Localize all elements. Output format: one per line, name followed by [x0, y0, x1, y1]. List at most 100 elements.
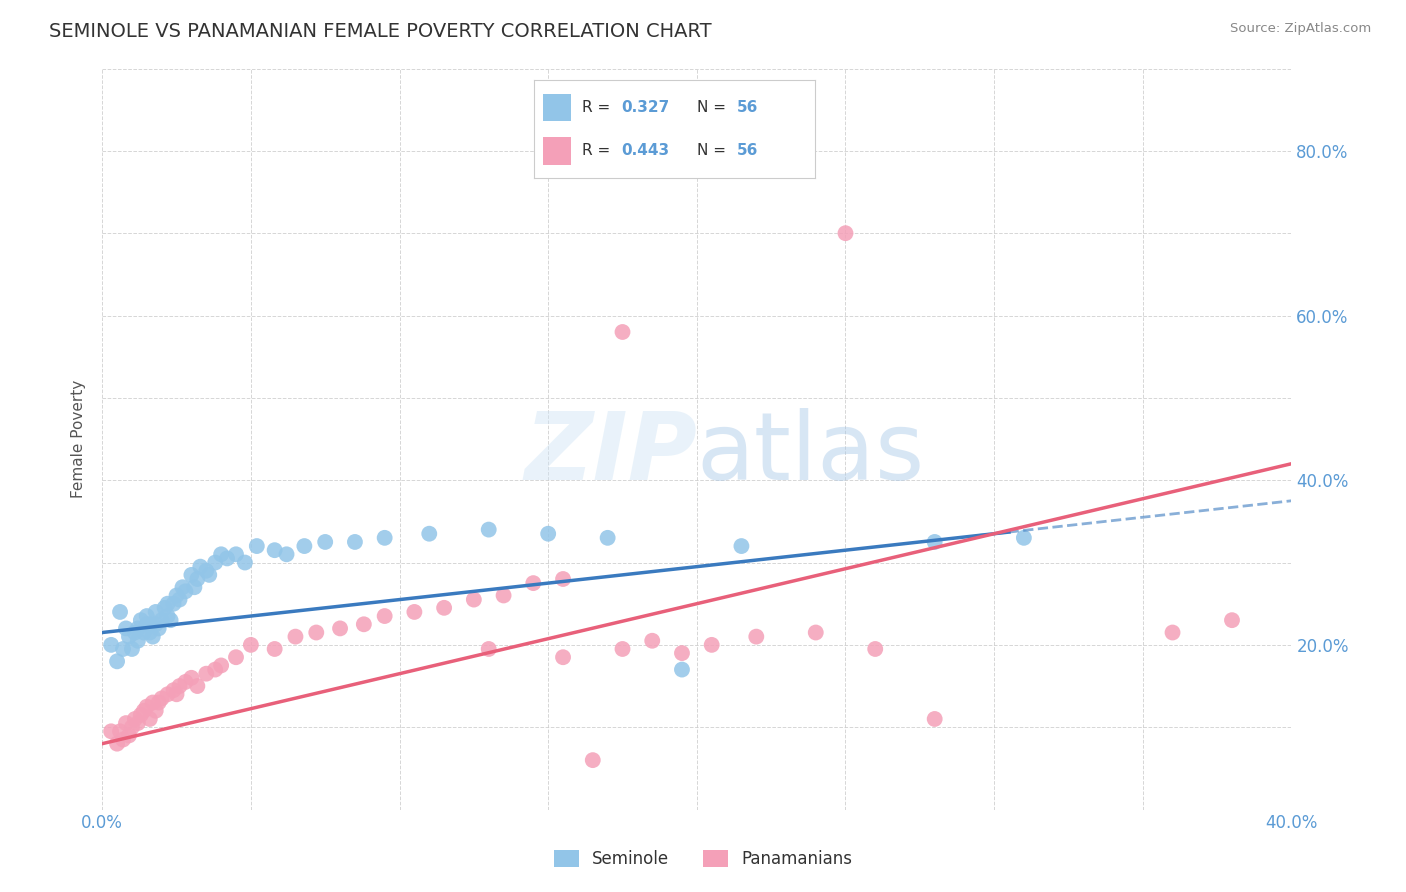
Point — [111, 642, 134, 657]
Point — [127, 716, 149, 731]
Point — [343, 535, 366, 549]
Point — [551, 650, 574, 665]
Point — [172, 580, 194, 594]
Point — [156, 609, 179, 624]
Point — [463, 592, 485, 607]
Point — [127, 621, 149, 635]
FancyBboxPatch shape — [543, 94, 571, 121]
Text: R =: R = — [582, 144, 616, 159]
Point — [263, 543, 285, 558]
Point — [162, 683, 184, 698]
Point — [284, 630, 307, 644]
Point — [404, 605, 426, 619]
Point — [100, 724, 122, 739]
Point — [108, 724, 131, 739]
Text: N =: N = — [697, 100, 731, 115]
Point — [582, 753, 605, 767]
Point — [129, 613, 152, 627]
Point — [159, 613, 181, 627]
Point — [105, 654, 128, 668]
Point — [263, 642, 285, 657]
Point — [217, 551, 239, 566]
Point — [174, 674, 197, 689]
Text: 56: 56 — [737, 100, 758, 115]
Point — [115, 621, 138, 635]
Point — [108, 605, 131, 619]
Point — [135, 699, 157, 714]
Point — [671, 646, 693, 660]
Point — [671, 663, 693, 677]
Point — [225, 650, 247, 665]
Point — [129, 707, 152, 722]
Point — [612, 642, 634, 657]
Point — [863, 642, 886, 657]
Point — [115, 716, 138, 731]
Point — [700, 638, 723, 652]
Point — [198, 567, 221, 582]
Text: 0.327: 0.327 — [621, 100, 669, 115]
Point — [166, 589, 188, 603]
Point — [139, 712, 162, 726]
Text: R =: R = — [582, 100, 616, 115]
Point — [292, 539, 315, 553]
Point — [118, 728, 141, 742]
Text: N =: N = — [697, 144, 731, 159]
Point — [169, 592, 191, 607]
Point — [105, 737, 128, 751]
Point — [148, 696, 170, 710]
Point — [139, 617, 162, 632]
Text: 0.443: 0.443 — [621, 144, 669, 159]
Point — [1012, 531, 1035, 545]
Text: 56: 56 — [737, 144, 758, 159]
Point — [353, 617, 375, 632]
Point — [246, 539, 269, 553]
Point — [522, 576, 544, 591]
Point — [166, 687, 188, 701]
Point — [492, 589, 515, 603]
Y-axis label: Female Poverty: Female Poverty — [72, 380, 86, 498]
Point — [1161, 625, 1184, 640]
Point — [142, 630, 165, 644]
Point — [100, 638, 122, 652]
Text: atlas: atlas — [697, 408, 925, 500]
Point — [204, 663, 226, 677]
Text: ZIP: ZIP — [524, 408, 697, 500]
Point — [186, 679, 208, 693]
Point — [186, 572, 208, 586]
Point — [374, 609, 396, 624]
Point — [127, 633, 149, 648]
Point — [156, 687, 179, 701]
Point — [374, 531, 396, 545]
Point — [314, 535, 336, 549]
Point — [124, 625, 146, 640]
Point — [305, 625, 328, 640]
Point — [924, 712, 946, 726]
FancyBboxPatch shape — [543, 137, 571, 165]
Point — [537, 526, 560, 541]
Point — [148, 621, 170, 635]
Point — [121, 720, 143, 734]
Text: Source: ZipAtlas.com: Source: ZipAtlas.com — [1230, 22, 1371, 36]
Point — [478, 523, 501, 537]
Point — [209, 547, 232, 561]
Point — [239, 638, 262, 652]
Point — [132, 625, 155, 640]
Point — [174, 584, 197, 599]
Point — [209, 658, 232, 673]
Point — [641, 633, 664, 648]
Point — [111, 732, 134, 747]
Point — [195, 564, 218, 578]
Point — [118, 630, 141, 644]
Point — [551, 572, 574, 586]
Point — [1220, 613, 1243, 627]
Point — [156, 597, 179, 611]
Point — [139, 625, 162, 640]
Text: SEMINOLE VS PANAMANIAN FEMALE POVERTY CORRELATION CHART: SEMINOLE VS PANAMANIAN FEMALE POVERTY CO… — [49, 22, 711, 41]
Point — [162, 597, 184, 611]
Point — [153, 600, 176, 615]
Point — [596, 531, 619, 545]
Point — [142, 696, 165, 710]
Point — [804, 625, 827, 640]
Point — [745, 630, 768, 644]
Point — [150, 613, 173, 627]
